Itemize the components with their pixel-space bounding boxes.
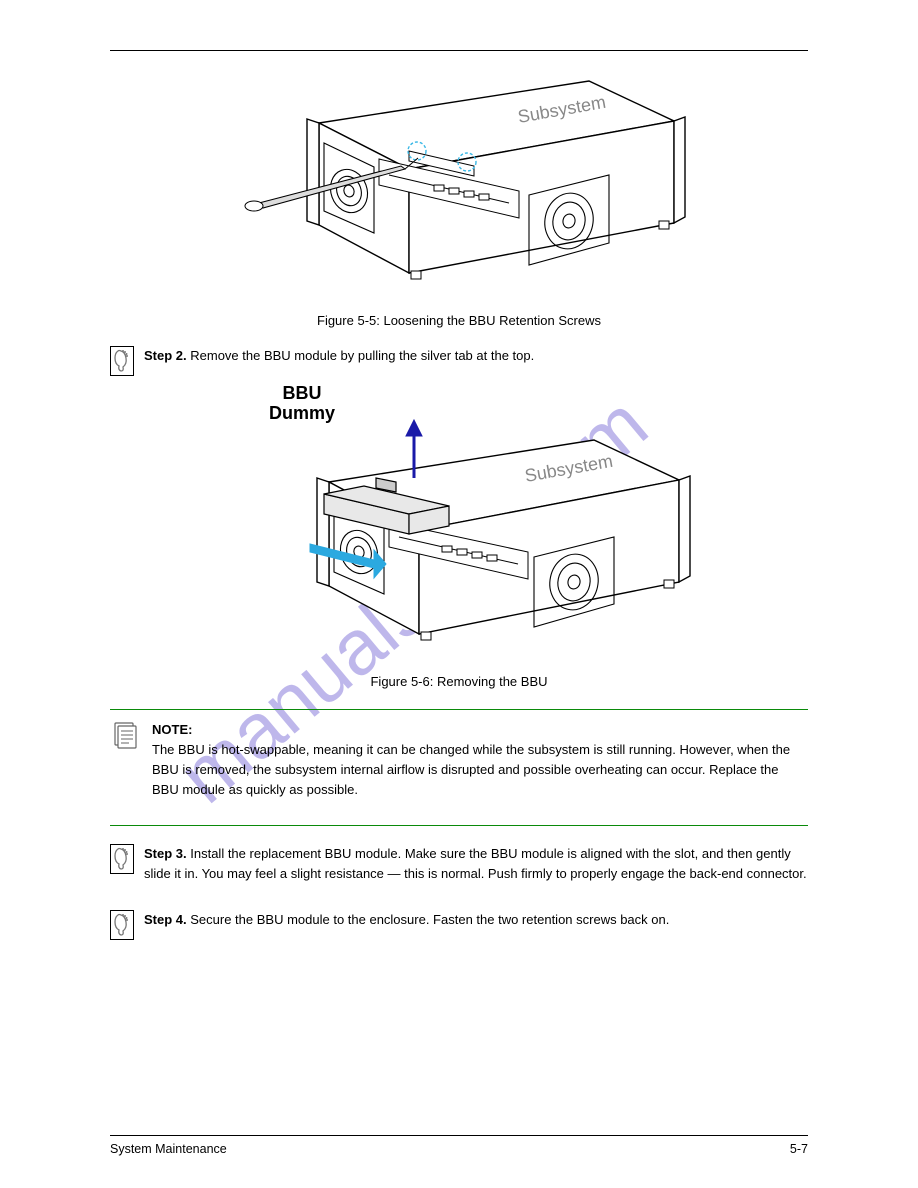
page-footer: System Maintenance 5-7 [110,1111,808,1156]
step-2-text: Step 2. Remove the BBU module by pulling… [144,346,808,366]
bbu-dummy-label: BBUDummy [269,384,335,424]
foot-icon [110,346,134,376]
figure-1-svg: Subsystem [219,63,699,311]
figure-1-caption: Figure 5-5: Loosening the BBU Retention … [209,313,709,328]
step-3: Step 3. Install the replacement BBU modu… [110,844,808,884]
figure-2-svg: Subsystem [214,382,704,672]
step-4: Step 4. Secure the BBU module to the enc… [110,910,808,940]
foot-icon [110,910,134,940]
footer-left: System Maintenance [110,1142,227,1156]
step-3-text: Step 3. Install the replacement BBU modu… [144,844,808,884]
note-text: NOTE: The BBU is hot-swappable, meaning … [152,720,808,801]
figure-1: Subsystem [209,63,709,328]
figure-2: BBUDummy Subsystem [209,382,709,689]
note-box: NOTE: The BBU is hot-swappable, meaning … [110,709,808,826]
step-4-text: Step 4. Secure the BBU module to the enc… [144,910,808,930]
note-icon [110,720,140,752]
step-2: Step 2. Remove the BBU module by pulling… [110,346,808,376]
footer-right: 5-7 [790,1142,808,1156]
foot-icon [110,844,134,874]
figure-2-caption: Figure 5-6: Removing the BBU [209,674,709,689]
header-rule [110,50,808,51]
